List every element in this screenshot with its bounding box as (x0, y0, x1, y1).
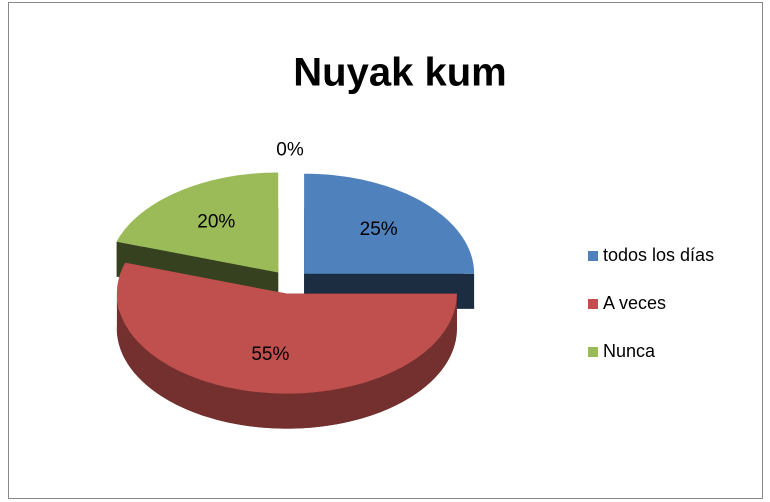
legend-swatch (588, 299, 598, 309)
pie-tops (116, 172, 475, 394)
slice (116, 262, 457, 394)
legend-label: A veces (603, 293, 666, 313)
data-label: 20% (197, 211, 235, 232)
chart-title: Nuyak kum (293, 51, 506, 95)
slice (116, 172, 279, 273)
legend-label: todos los días (603, 245, 714, 265)
legend-label: Nunca (603, 341, 656, 361)
legend-swatch (588, 251, 598, 261)
data-label: 0% (276, 139, 304, 160)
legend-swatch (588, 347, 598, 357)
slice-outer-wall (116, 293, 457, 429)
data-label: 25% (360, 219, 398, 240)
data-label: 55% (251, 344, 289, 365)
slice (304, 173, 475, 274)
